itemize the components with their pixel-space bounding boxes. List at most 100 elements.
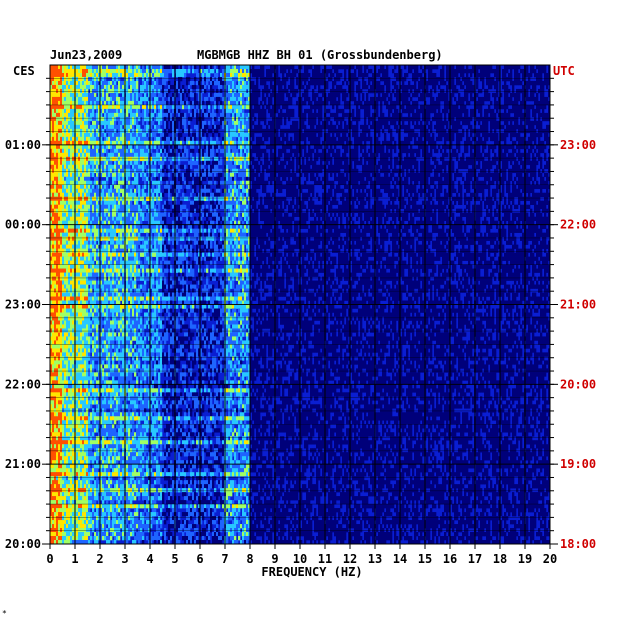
spectrogram-cell	[282, 148, 285, 154]
spectrogram-cell	[484, 108, 487, 114]
spectrogram-cell	[60, 148, 63, 154]
spectrogram-cell	[468, 160, 471, 166]
spectrogram-cell	[178, 84, 181, 90]
spectrogram-cell	[142, 136, 145, 142]
spectrogram-cell	[506, 92, 509, 98]
spectrogram-cell	[266, 76, 269, 82]
spectrogram-cell	[294, 124, 297, 130]
spectrogram-cell	[268, 104, 271, 110]
spectrogram-cell	[426, 112, 429, 118]
spectrogram-cell	[342, 140, 345, 146]
spectrogram-cell	[120, 96, 123, 102]
spectrogram-cell	[192, 140, 195, 146]
spectrogram-cell	[144, 156, 147, 162]
spectrogram-cell	[80, 65, 83, 70]
spectrogram-cell	[396, 128, 399, 134]
spectrogram-cell	[152, 128, 155, 134]
spectrogram-cell	[182, 164, 185, 170]
spectrogram-cell	[420, 92, 423, 98]
spectrogram-cell	[282, 92, 285, 98]
spectrogram-cell	[510, 128, 513, 134]
spectrogram-cell	[234, 96, 237, 102]
spectrogram-cell	[56, 148, 59, 154]
spectrogram-cell	[96, 168, 99, 174]
spectrogram-cell	[314, 108, 317, 114]
spectrogram-cell	[316, 140, 319, 146]
spectrogram-cell	[246, 112, 249, 118]
spectrogram-cell	[152, 104, 155, 110]
spectrogram-cell	[280, 128, 283, 134]
spectrogram-cell	[482, 80, 485, 86]
spectrogram-cell	[68, 104, 71, 110]
spectrogram-cell	[156, 68, 159, 74]
spectrogram-cell	[88, 112, 91, 118]
spectrogram-cell	[268, 128, 271, 134]
spectrogram-cell	[522, 76, 525, 82]
spectrogram-cell	[336, 108, 339, 114]
spectrogram-cell	[490, 108, 493, 114]
spectrogram-cell	[472, 65, 475, 70]
spectrogram-cell	[196, 112, 199, 118]
spectrogram-cell	[362, 84, 365, 90]
spectrogram-cell	[56, 76, 59, 82]
spectrogram-cell	[166, 124, 169, 130]
spectrogram-cell	[254, 108, 257, 114]
spectrogram-cell	[212, 108, 215, 114]
spectrogram-cell	[480, 112, 483, 118]
spectrogram-cell	[454, 104, 457, 110]
spectrogram-cell	[542, 68, 545, 74]
spectrogram-cell	[162, 104, 165, 110]
spectrogram-cell	[516, 65, 519, 70]
spectrogram-cell	[366, 136, 369, 142]
spectrogram-cell	[334, 124, 337, 130]
spectrogram-cell	[338, 128, 341, 134]
spectrogram-cell	[78, 116, 81, 122]
spectrogram-cell	[328, 152, 331, 158]
spectrogram-cell	[146, 124, 149, 130]
spectrogram-cell	[258, 120, 261, 126]
spectrogram-cell	[88, 156, 91, 162]
spectrogram-cell	[112, 68, 115, 74]
spectrogram-cell	[398, 144, 401, 150]
spectrogram-cell	[482, 120, 485, 126]
spectrogram-cell	[50, 65, 53, 70]
spectrogram-cell	[264, 96, 267, 102]
spectrogram-cell	[148, 88, 151, 94]
spectrogram-cell	[494, 96, 497, 102]
spectrogram-cell	[520, 100, 523, 106]
spectrogram-cell	[68, 144, 71, 150]
spectrogram-cell	[188, 120, 191, 126]
spectrogram-cell	[316, 68, 319, 74]
spectrogram-cell	[200, 96, 203, 102]
spectrogram-cell	[86, 96, 89, 102]
spectrogram-cell	[56, 136, 59, 142]
spectrogram-cell	[108, 96, 111, 102]
spectrogram-cell	[212, 168, 215, 174]
spectrogram-cell	[406, 152, 409, 158]
spectrogram-cell	[56, 96, 59, 102]
spectrogram-cell	[276, 100, 279, 106]
spectrogram-cell	[388, 84, 391, 90]
spectrogram-cell	[354, 164, 357, 170]
spectrogram-cell	[232, 116, 235, 122]
spectrogram-cell	[506, 128, 509, 134]
spectrogram-cell	[206, 148, 209, 154]
spectrogram-cell	[478, 156, 481, 162]
spectrogram-cell	[372, 96, 375, 102]
spectrogram-cell	[62, 84, 65, 90]
spectrogram-cell	[214, 116, 217, 122]
spectrogram-cell	[402, 116, 405, 122]
spectrogram-cell	[82, 136, 85, 142]
spectrogram-cell	[104, 112, 107, 118]
spectrogram-cell	[262, 68, 265, 74]
spectrogram-cell	[480, 116, 483, 122]
spectrogram-cell	[522, 92, 525, 98]
spectrogram-cell	[226, 168, 229, 174]
spectrogram-cell	[180, 88, 183, 94]
spectrogram-cell	[438, 136, 441, 142]
spectrogram-cell	[88, 116, 91, 122]
spectrogram-cell	[318, 84, 321, 90]
spectrogram-cell	[84, 100, 87, 106]
spectrogram-cell	[464, 112, 467, 118]
spectrogram-cell	[388, 116, 391, 122]
